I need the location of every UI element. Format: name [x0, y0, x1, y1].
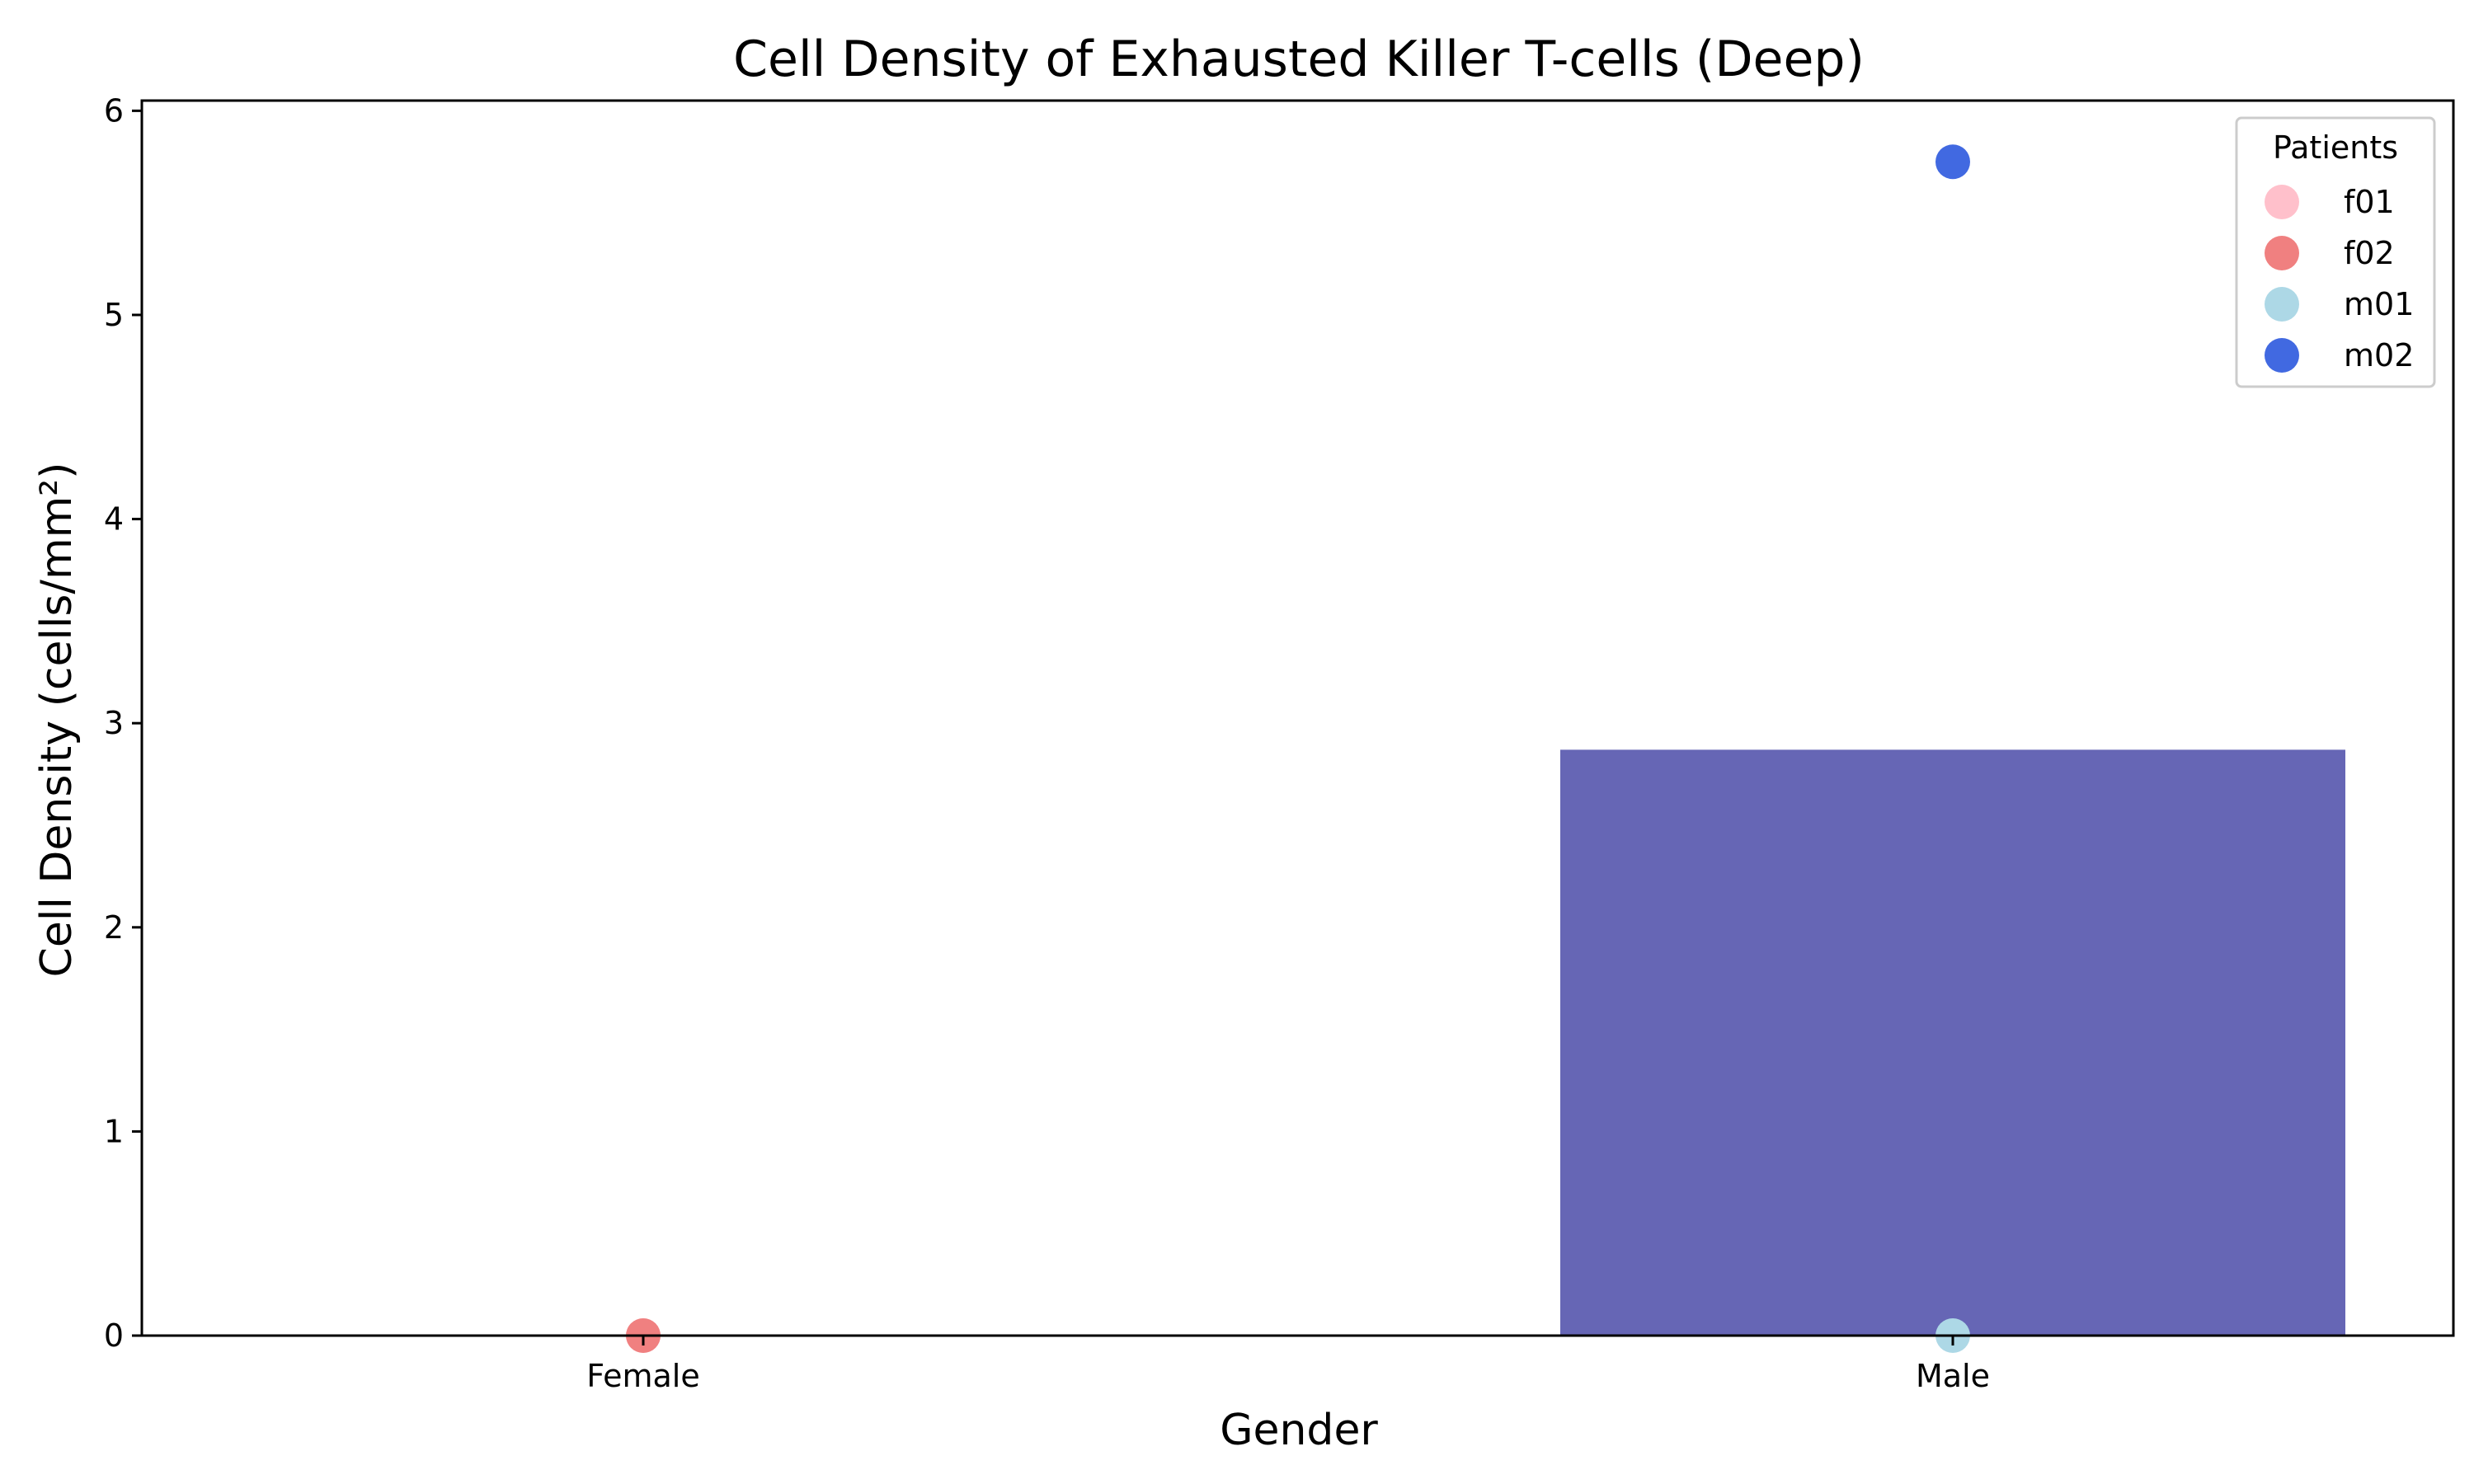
- legend-label-f02: f02: [2344, 235, 2395, 271]
- x-tick-label-female: Female: [586, 1358, 699, 1394]
- legend-marker-f02: [2265, 236, 2299, 270]
- point-m02: [1935, 144, 1970, 180]
- legend: Patients f01 f02 m01 m02: [2235, 116, 2436, 388]
- legend-title: Patients: [2273, 129, 2398, 166]
- legend-label-m02: m02: [2344, 337, 2414, 373]
- y-tick-label: 1: [104, 1113, 124, 1149]
- y-tick-label: 3: [104, 705, 124, 741]
- legend-marker-m02: [2265, 338, 2299, 373]
- bar-male: [1560, 749, 2345, 1336]
- axes: 0 1 2 3 4 5 6 Female Male: [104, 92, 1990, 1394]
- y-tick-label: 0: [104, 1317, 124, 1354]
- y-tick-label: 6: [104, 92, 124, 129]
- plot-frame: [140, 99, 2455, 1337]
- legend-label-f01: f01: [2344, 184, 2395, 220]
- legend-marker-m01: [2265, 287, 2299, 322]
- y-tick-label: 4: [104, 501, 124, 538]
- y-axis-label: Cell Density (cells/mm²): [32, 463, 82, 978]
- chart-title: Cell Density of Exhausted Killer T-cells…: [733, 31, 1865, 88]
- legend-label-m01: m01: [2344, 286, 2414, 322]
- legend-marker-f01: [2265, 185, 2299, 219]
- x-axis-label: Gender: [1220, 1406, 1378, 1455]
- y-tick-label: 2: [104, 909, 124, 946]
- y-tick-label: 5: [104, 297, 124, 333]
- plot-area: [626, 144, 2345, 1353]
- x-tick-label-male: Male: [1916, 1358, 1990, 1394]
